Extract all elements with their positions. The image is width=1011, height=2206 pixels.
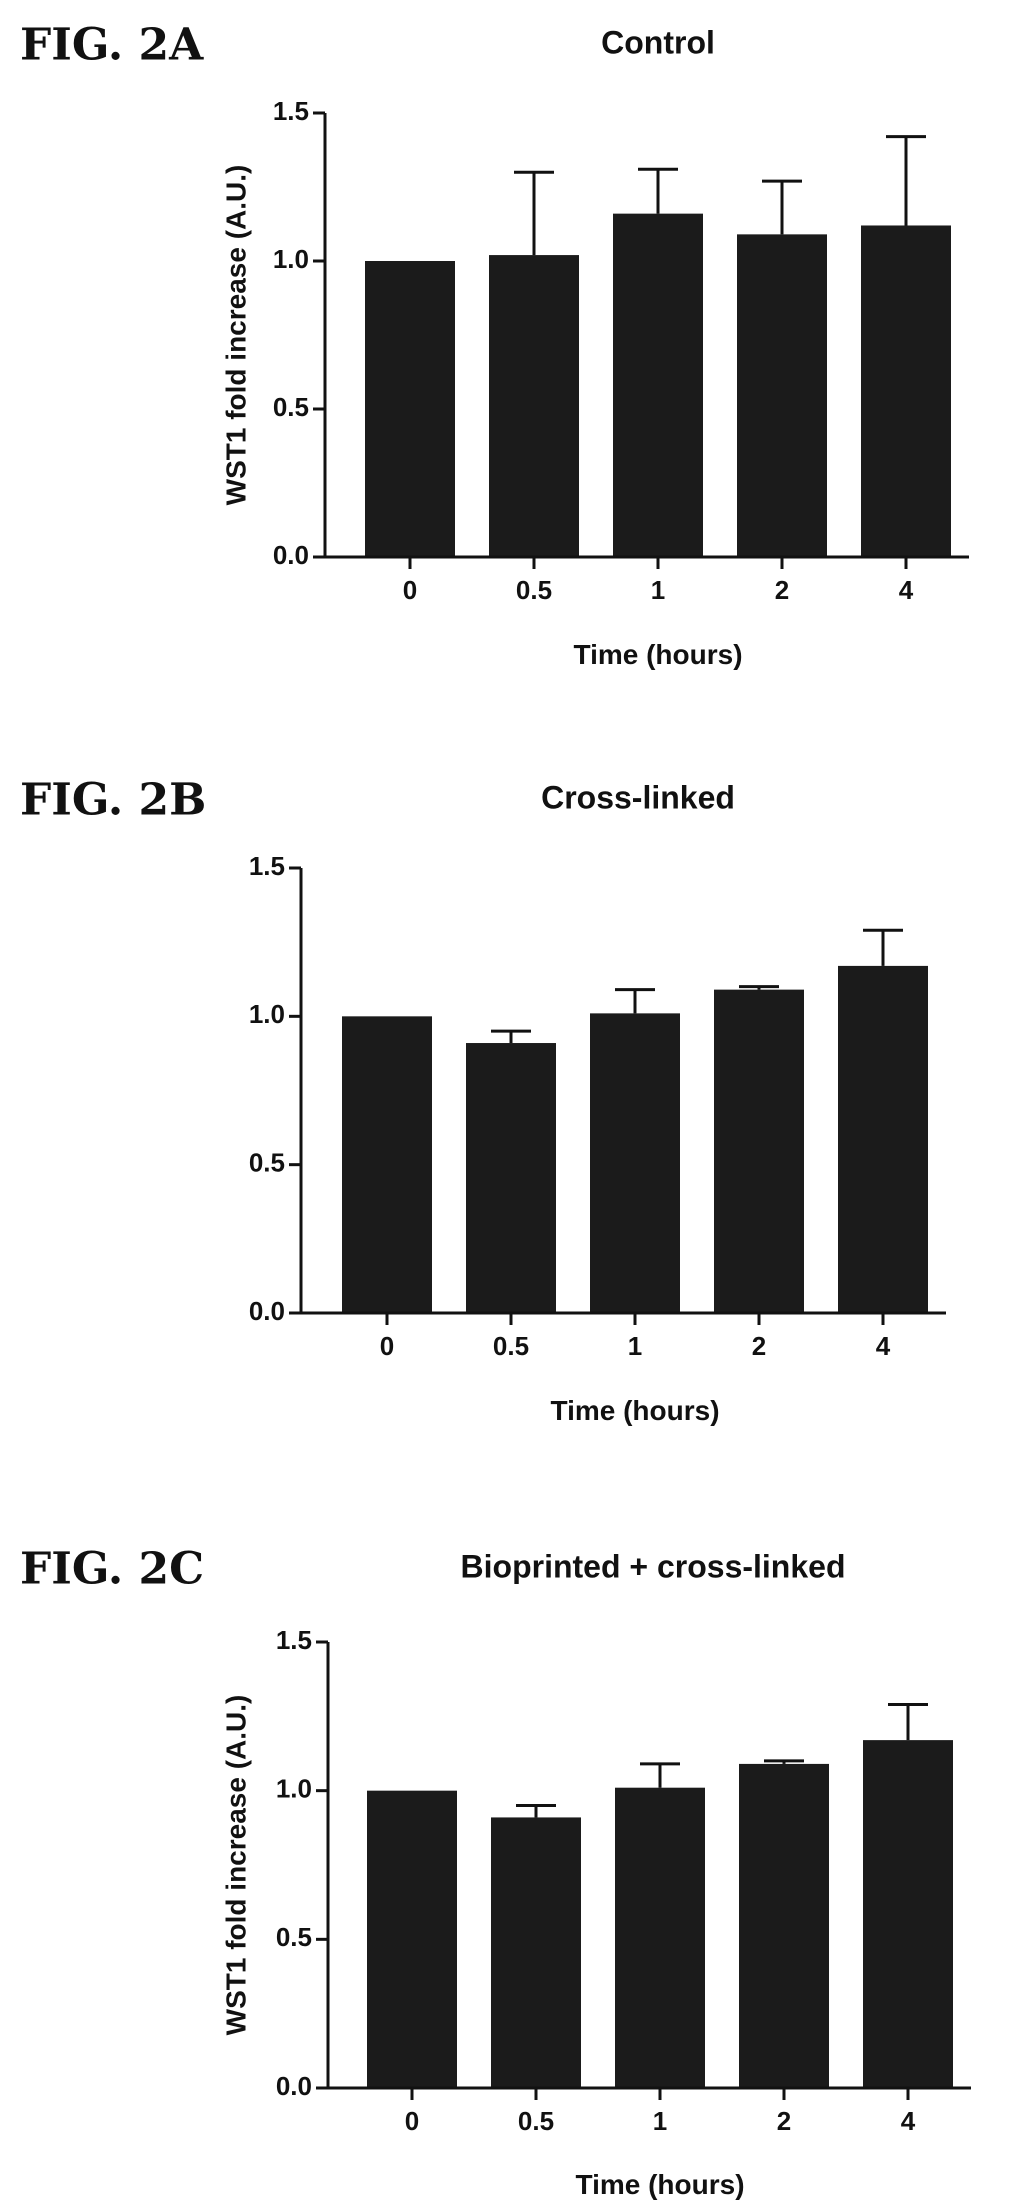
y-tick-label: 1.0 (276, 1774, 312, 1804)
x-tick-label: 0.5 (518, 2106, 554, 2136)
x-tick-label: 4 (876, 1331, 891, 1361)
y-tick-label: 1.0 (273, 244, 309, 274)
bar-0 (342, 1016, 432, 1313)
error-bar-2 (739, 985, 779, 990)
bar-4 (861, 225, 951, 558)
bar-0.5 (489, 255, 579, 557)
bar-0 (367, 1790, 457, 2088)
bar-4 (838, 965, 928, 1313)
error-bar-1 (640, 1762, 680, 1788)
chart-title: Cross-linked (541, 779, 735, 815)
bar-0.5 (491, 1817, 581, 2088)
bar-0.5 (466, 1043, 556, 1313)
bar-1 (615, 1787, 705, 2088)
error-bar-4 (863, 928, 903, 966)
chart-panel-2: FIG. 2B Cross-linked 0.0 0.5 1.0 1.5 0 0.5 1 2 4 Ti… (20, 775, 946, 1426)
bar-2 (737, 234, 827, 558)
y-tick-label: 1.5 (276, 1625, 312, 1655)
x-axis-label: Time (hours) (575, 2169, 744, 2200)
y-tick-label: 0.0 (276, 2071, 312, 2101)
bar-1 (590, 1013, 680, 1313)
figure-label: FIG. 2B (20, 775, 206, 826)
chart-title: Control (601, 24, 715, 60)
chart-title: Bioprinted + cross-linked (461, 1548, 846, 1584)
x-tick-label: 1 (651, 575, 665, 605)
x-axis-label: Time (hours) (573, 639, 742, 670)
chart-panel-1: FIG. 2A Control 0.0 0.5 1.0 1.5 0 0.5 1 2 4 Time (h… (20, 20, 969, 670)
y-axis-label: WST1 fold increase (A.U.) (220, 1695, 251, 2036)
x-tick-label: 0.5 (493, 1331, 529, 1361)
x-axis-label: Time (hours) (550, 1395, 719, 1426)
y-tick-label: 0.0 (273, 540, 309, 570)
x-tick-label: 2 (752, 1331, 766, 1361)
x-tick-label: 1 (653, 2106, 667, 2136)
x-tick-label: 0 (380, 1331, 394, 1361)
y-tick-label: 0.5 (249, 1148, 285, 1178)
bar-4 (863, 1740, 953, 2088)
error-bar-0.5 (514, 170, 554, 256)
error-bar-0.5 (516, 1804, 556, 1818)
y-tick-label: 1.5 (249, 851, 285, 881)
figure-label: FIG. 2A (20, 20, 204, 71)
y-axis-label: WST1 fold increase (A.U.) (220, 165, 251, 506)
bar-2 (714, 989, 804, 1313)
bar-1 (613, 213, 703, 557)
error-bar-2 (764, 1759, 804, 1764)
x-tick-label: 2 (777, 2106, 791, 2136)
error-bar-4 (888, 1702, 928, 1741)
y-tick-label: 0.0 (249, 1296, 285, 1326)
error-bar-2 (762, 179, 802, 235)
error-bar-1 (638, 167, 678, 214)
bar-0 (365, 261, 455, 557)
x-tick-label: 2 (775, 575, 789, 605)
error-bar-0.5 (491, 1029, 531, 1044)
bar-2 (739, 1763, 829, 2088)
x-tick-label: 0 (403, 575, 417, 605)
x-tick-label: 4 (901, 2106, 916, 2136)
figure-label: FIG. 2C (20, 1544, 204, 1595)
x-tick-label: 1 (628, 1331, 642, 1361)
x-tick-label: 0 (405, 2106, 419, 2136)
x-tick-label: 0.5 (516, 575, 552, 605)
error-bar-1 (615, 988, 655, 1014)
y-tick-label: 0.5 (276, 1922, 312, 1952)
x-tick-label: 4 (899, 575, 914, 605)
y-tick-label: 0.5 (273, 392, 309, 422)
y-tick-label: 1.0 (249, 999, 285, 1029)
chart-panel-3: FIG. 2C Bioprinted + cross-linked 0.0 0.5 1.… (20, 1544, 971, 2200)
y-tick-label: 1.5 (273, 96, 309, 126)
error-bar-4 (886, 135, 926, 226)
